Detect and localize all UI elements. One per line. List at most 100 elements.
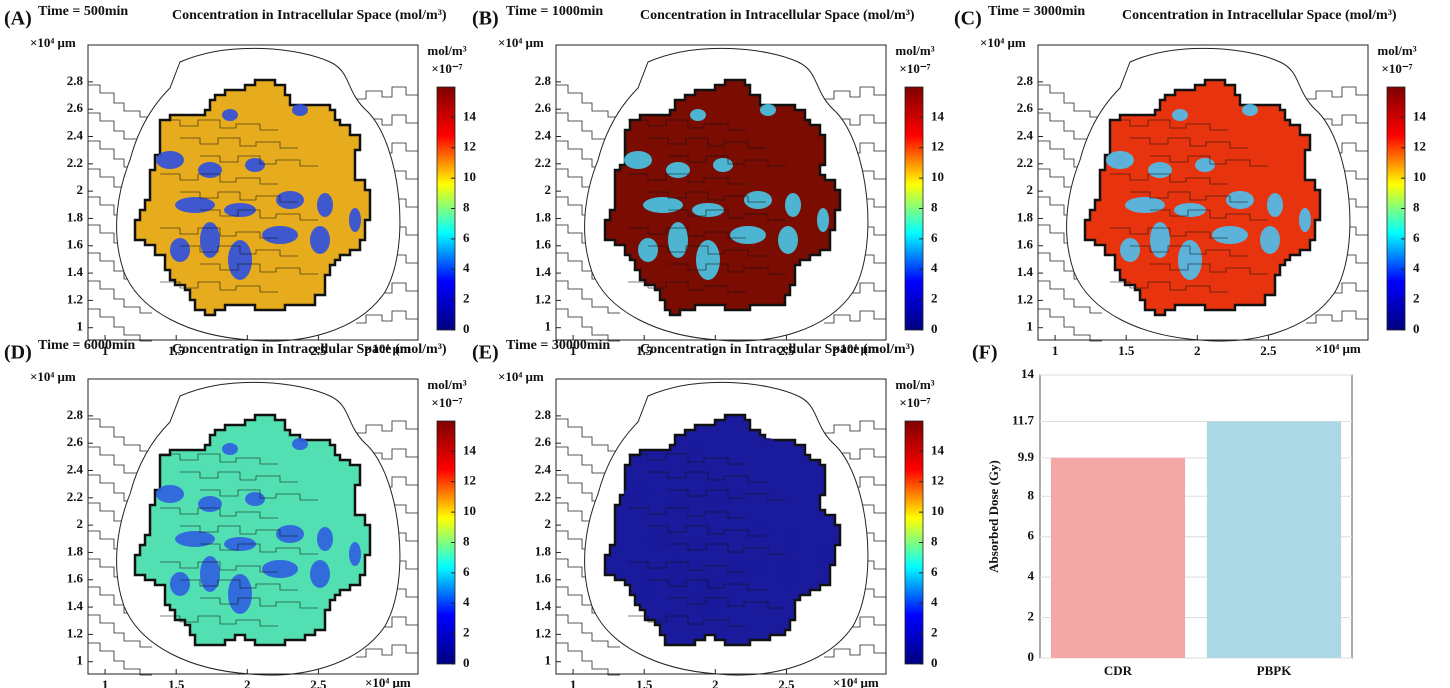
low-concentration-spot: [292, 438, 308, 450]
low-concentration-spot: [1150, 222, 1170, 258]
y-unit-label: ×10⁴ μm: [980, 35, 1026, 50]
y-tick-label: 1: [77, 319, 84, 334]
panel-title: Time = 500min: [38, 4, 128, 19]
axes-frame: [1037, 44, 1369, 341]
low-concentration-spot: [170, 572, 190, 596]
colorbar-tick-label: 2: [931, 625, 938, 640]
y-tick-label: 1: [545, 653, 552, 668]
colorbar-tick-label: 0: [931, 321, 938, 336]
cell-boundary: [628, 227, 746, 239]
y-tick-label: 2.8: [535, 407, 552, 422]
y-tick-label: 1.8: [535, 543, 552, 558]
y-tick-label: 2.2: [1017, 155, 1033, 170]
cell-boundary: [160, 119, 278, 131]
tissue-line: [88, 280, 152, 314]
tissue-line: [88, 642, 152, 676]
cell-boundary: [160, 453, 278, 465]
tissue-line: [88, 614, 152, 648]
colorbar-tick-label: 4: [463, 260, 470, 275]
y-unit-label: ×10⁴ μm: [30, 369, 76, 384]
y-tick-label: 2.4: [535, 461, 552, 476]
panel-label: (D): [4, 342, 32, 364]
y-tick-label: 1.2: [67, 291, 83, 306]
low-concentration-spot: [1106, 151, 1134, 169]
low-concentration-spot: [744, 525, 772, 543]
tissue-line: [88, 308, 152, 342]
panel-label: (B): [472, 8, 499, 30]
x-tick-label: 1: [1052, 343, 1059, 358]
tissue-line: [556, 84, 620, 118]
colorbar-tick-label: 4: [463, 594, 470, 609]
cell-boundary: [628, 453, 746, 465]
colorbar-label: mol/m³: [427, 377, 466, 392]
low-concentration-spot: [349, 542, 361, 566]
cell-boundary: [160, 561, 278, 573]
axes-frame: [87, 378, 419, 675]
colorbar-label: mol/m³: [427, 43, 466, 58]
colorbar-tick-label: 6: [463, 230, 470, 245]
cell-boundary: [160, 507, 278, 519]
y-tick-label: 9.9: [1018, 449, 1035, 464]
colorbar-label: mol/m³: [895, 43, 934, 58]
colorbar-tick-label: 8: [931, 199, 938, 214]
cell-boundary: [668, 155, 786, 167]
cell-boundary: [628, 173, 746, 185]
low-concentration-spot: [1242, 104, 1258, 116]
colorbar-tick-label: 14: [1413, 108, 1427, 123]
x-tick-label: 1: [570, 343, 577, 358]
cell-boundary: [200, 263, 318, 275]
y-tick-label: 2: [77, 182, 84, 197]
y-tick-label: 2.2: [535, 489, 551, 504]
colorbar-tick-label: 12: [931, 473, 944, 488]
colorbar-tick-label: 6: [1413, 230, 1420, 245]
y-tick-label: 2.8: [1017, 73, 1034, 88]
low-concentration-spot: [262, 226, 298, 244]
x-tick-label: 2: [244, 677, 251, 688]
x-tick-label: 1.5: [168, 677, 185, 688]
panel-label: (F): [972, 342, 998, 364]
colorbar-tick-label: 2: [1413, 291, 1420, 306]
colorbar-tick-label: 10: [931, 169, 944, 184]
low-concentration-spot: [262, 560, 298, 578]
y-tick-label: 1.8: [1017, 209, 1034, 224]
low-concentration-spot: [1120, 238, 1140, 262]
colorbar-tick-label: 8: [931, 533, 938, 548]
cell-boundary: [648, 579, 766, 591]
cell-boundary: [1130, 191, 1248, 203]
panel-title: Time = 1000min: [506, 4, 603, 19]
y-tick-label: 1.2: [1017, 291, 1033, 306]
cell-boundary: [1150, 155, 1268, 167]
tissue-line: [824, 86, 886, 100]
low-concentration-spot: [713, 158, 733, 172]
low-concentration-spot: [222, 443, 238, 455]
y-tick-label: 2.4: [67, 127, 84, 142]
colorbar-tick-label: 2: [931, 291, 938, 306]
low-concentration-spot: [690, 109, 706, 121]
low-concentration-spot: [666, 496, 690, 512]
low-concentration-spot: [200, 222, 220, 258]
tissue-line: [356, 310, 418, 324]
y-tick-label: 2.6: [67, 434, 84, 449]
low-concentration-spot: [1195, 158, 1215, 172]
x-tick-label: 1.5: [1118, 343, 1135, 358]
y-tick-label: 2.8: [535, 73, 552, 88]
x-tick-label: 2.5: [310, 677, 327, 688]
low-concentration-spot: [245, 492, 265, 506]
bar: [1206, 421, 1342, 658]
panel-subtitle: Concentration in Intracellular Space (mo…: [640, 342, 915, 357]
x-tick-label: 2.5: [1260, 343, 1277, 358]
low-concentration-spot: [292, 104, 308, 116]
low-concentration-spot: [1260, 226, 1280, 254]
low-concentration-spot: [730, 226, 766, 244]
y-tick-label: 1.8: [535, 209, 552, 224]
x-unit-label: ×10⁴ μm: [1315, 341, 1361, 356]
cell-boundary: [200, 543, 318, 555]
tumour-region: [1083, 78, 1322, 317]
x-tick-label: CDR: [1104, 663, 1133, 678]
y-tick-label: 1: [77, 653, 84, 668]
low-concentration-spot: [1148, 162, 1172, 178]
colorbar-tick-label: 12: [1413, 139, 1426, 154]
tissue-line: [356, 420, 418, 434]
cell-boundary: [160, 281, 278, 293]
y-tick-label: 2.4: [1017, 127, 1034, 142]
